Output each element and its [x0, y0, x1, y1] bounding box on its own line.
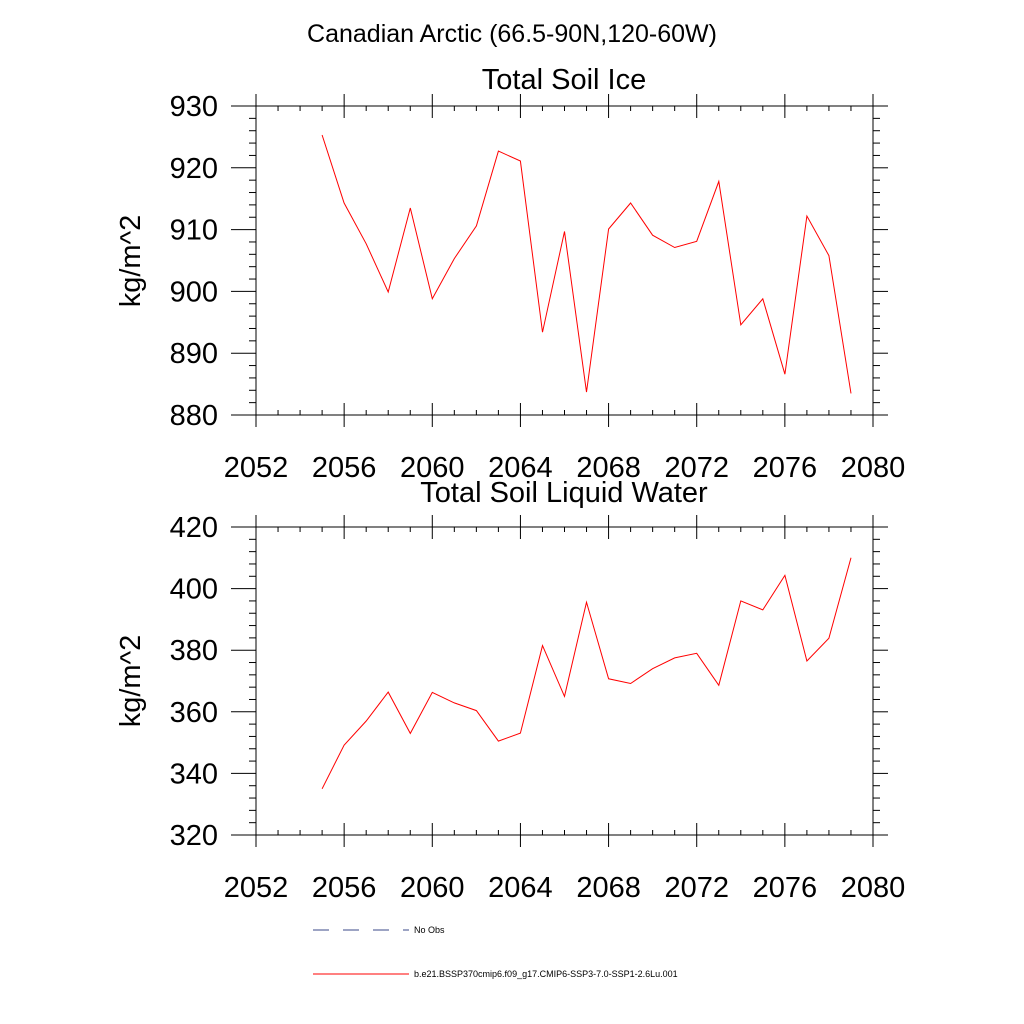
- axis-ticks: [231, 515, 888, 847]
- tick-labels: 2052 2056 2060 2064 2068 2072 2076 2080 880 890 90…: [170, 91, 906, 484]
- series-lines: [321, 134, 852, 394]
- y-tick-label: 400: [170, 574, 218, 606]
- series-line: [321, 557, 852, 790]
- x-tick-label: 2080: [841, 872, 906, 904]
- y-axis-label: kg/m^2: [115, 215, 147, 308]
- tick-labels: 2052 2056 2060 2064 2068 2072 2076 2080 320 340 36…: [170, 512, 906, 904]
- y-tick-label: 320: [170, 820, 218, 852]
- axis-ticks: [231, 94, 888, 427]
- x-tick-label: 2056: [312, 872, 377, 904]
- legend-no-obs-label: No Obs: [414, 925, 445, 935]
- y-tick-label: 890: [170, 338, 218, 370]
- y-tick-label: 420: [170, 512, 218, 544]
- series-line: [321, 134, 852, 394]
- x-tick-label: 2080: [841, 452, 906, 484]
- plot-frame: [255, 526, 874, 836]
- y-tick-label: 910: [170, 215, 218, 247]
- y-tick-label: 930: [170, 91, 218, 123]
- x-tick-label: 2052: [224, 872, 289, 904]
- panel-title: Total Soil Ice: [482, 64, 646, 96]
- x-tick-label: 2060: [400, 872, 465, 904]
- figure-title: Canadian Arctic (66.5-90N,120-60W): [307, 20, 717, 48]
- y-tick-label: 360: [170, 697, 218, 729]
- plot-frame: [255, 105, 874, 416]
- series-lines: [321, 557, 852, 790]
- y-tick-label: 380: [170, 635, 218, 667]
- panel-total-soil-ice: Total Soil Ice kg/m^2 2052 2056 2060 2064 20…: [115, 64, 905, 484]
- legend: No Obs b.e21.BSSP370cmip6.f09_g17.CMIP6-…: [313, 925, 678, 979]
- x-tick-label: 2056: [312, 452, 377, 484]
- y-axis-label: kg/m^2: [115, 635, 147, 728]
- x-tick-label: 2076: [753, 872, 818, 904]
- y-tick-label: 880: [170, 400, 218, 432]
- x-tick-label: 2068: [576, 452, 641, 484]
- y-tick-label: 920: [170, 153, 218, 185]
- x-tick-label: 2072: [664, 872, 729, 904]
- x-tick-label: 2064: [488, 452, 553, 484]
- legend-series-label: b.e21.BSSP370cmip6.f09_g17.CMIP6-SSP3-7.…: [414, 969, 678, 979]
- x-tick-label: 2060: [400, 452, 465, 484]
- x-tick-label: 2068: [576, 872, 641, 904]
- y-tick-label: 340: [170, 758, 218, 790]
- x-tick-label: 2064: [488, 872, 553, 904]
- x-tick-label: 2076: [753, 452, 818, 484]
- y-tick-label: 900: [170, 276, 218, 308]
- x-tick-label: 2052: [224, 452, 289, 484]
- panel-title: Total Soil Liquid Water: [420, 477, 708, 509]
- x-tick-label: 2072: [664, 452, 729, 484]
- panel-total-soil-liquid-water: Total Soil Liquid Water kg/m^2 2052 2056 2…: [115, 477, 905, 904]
